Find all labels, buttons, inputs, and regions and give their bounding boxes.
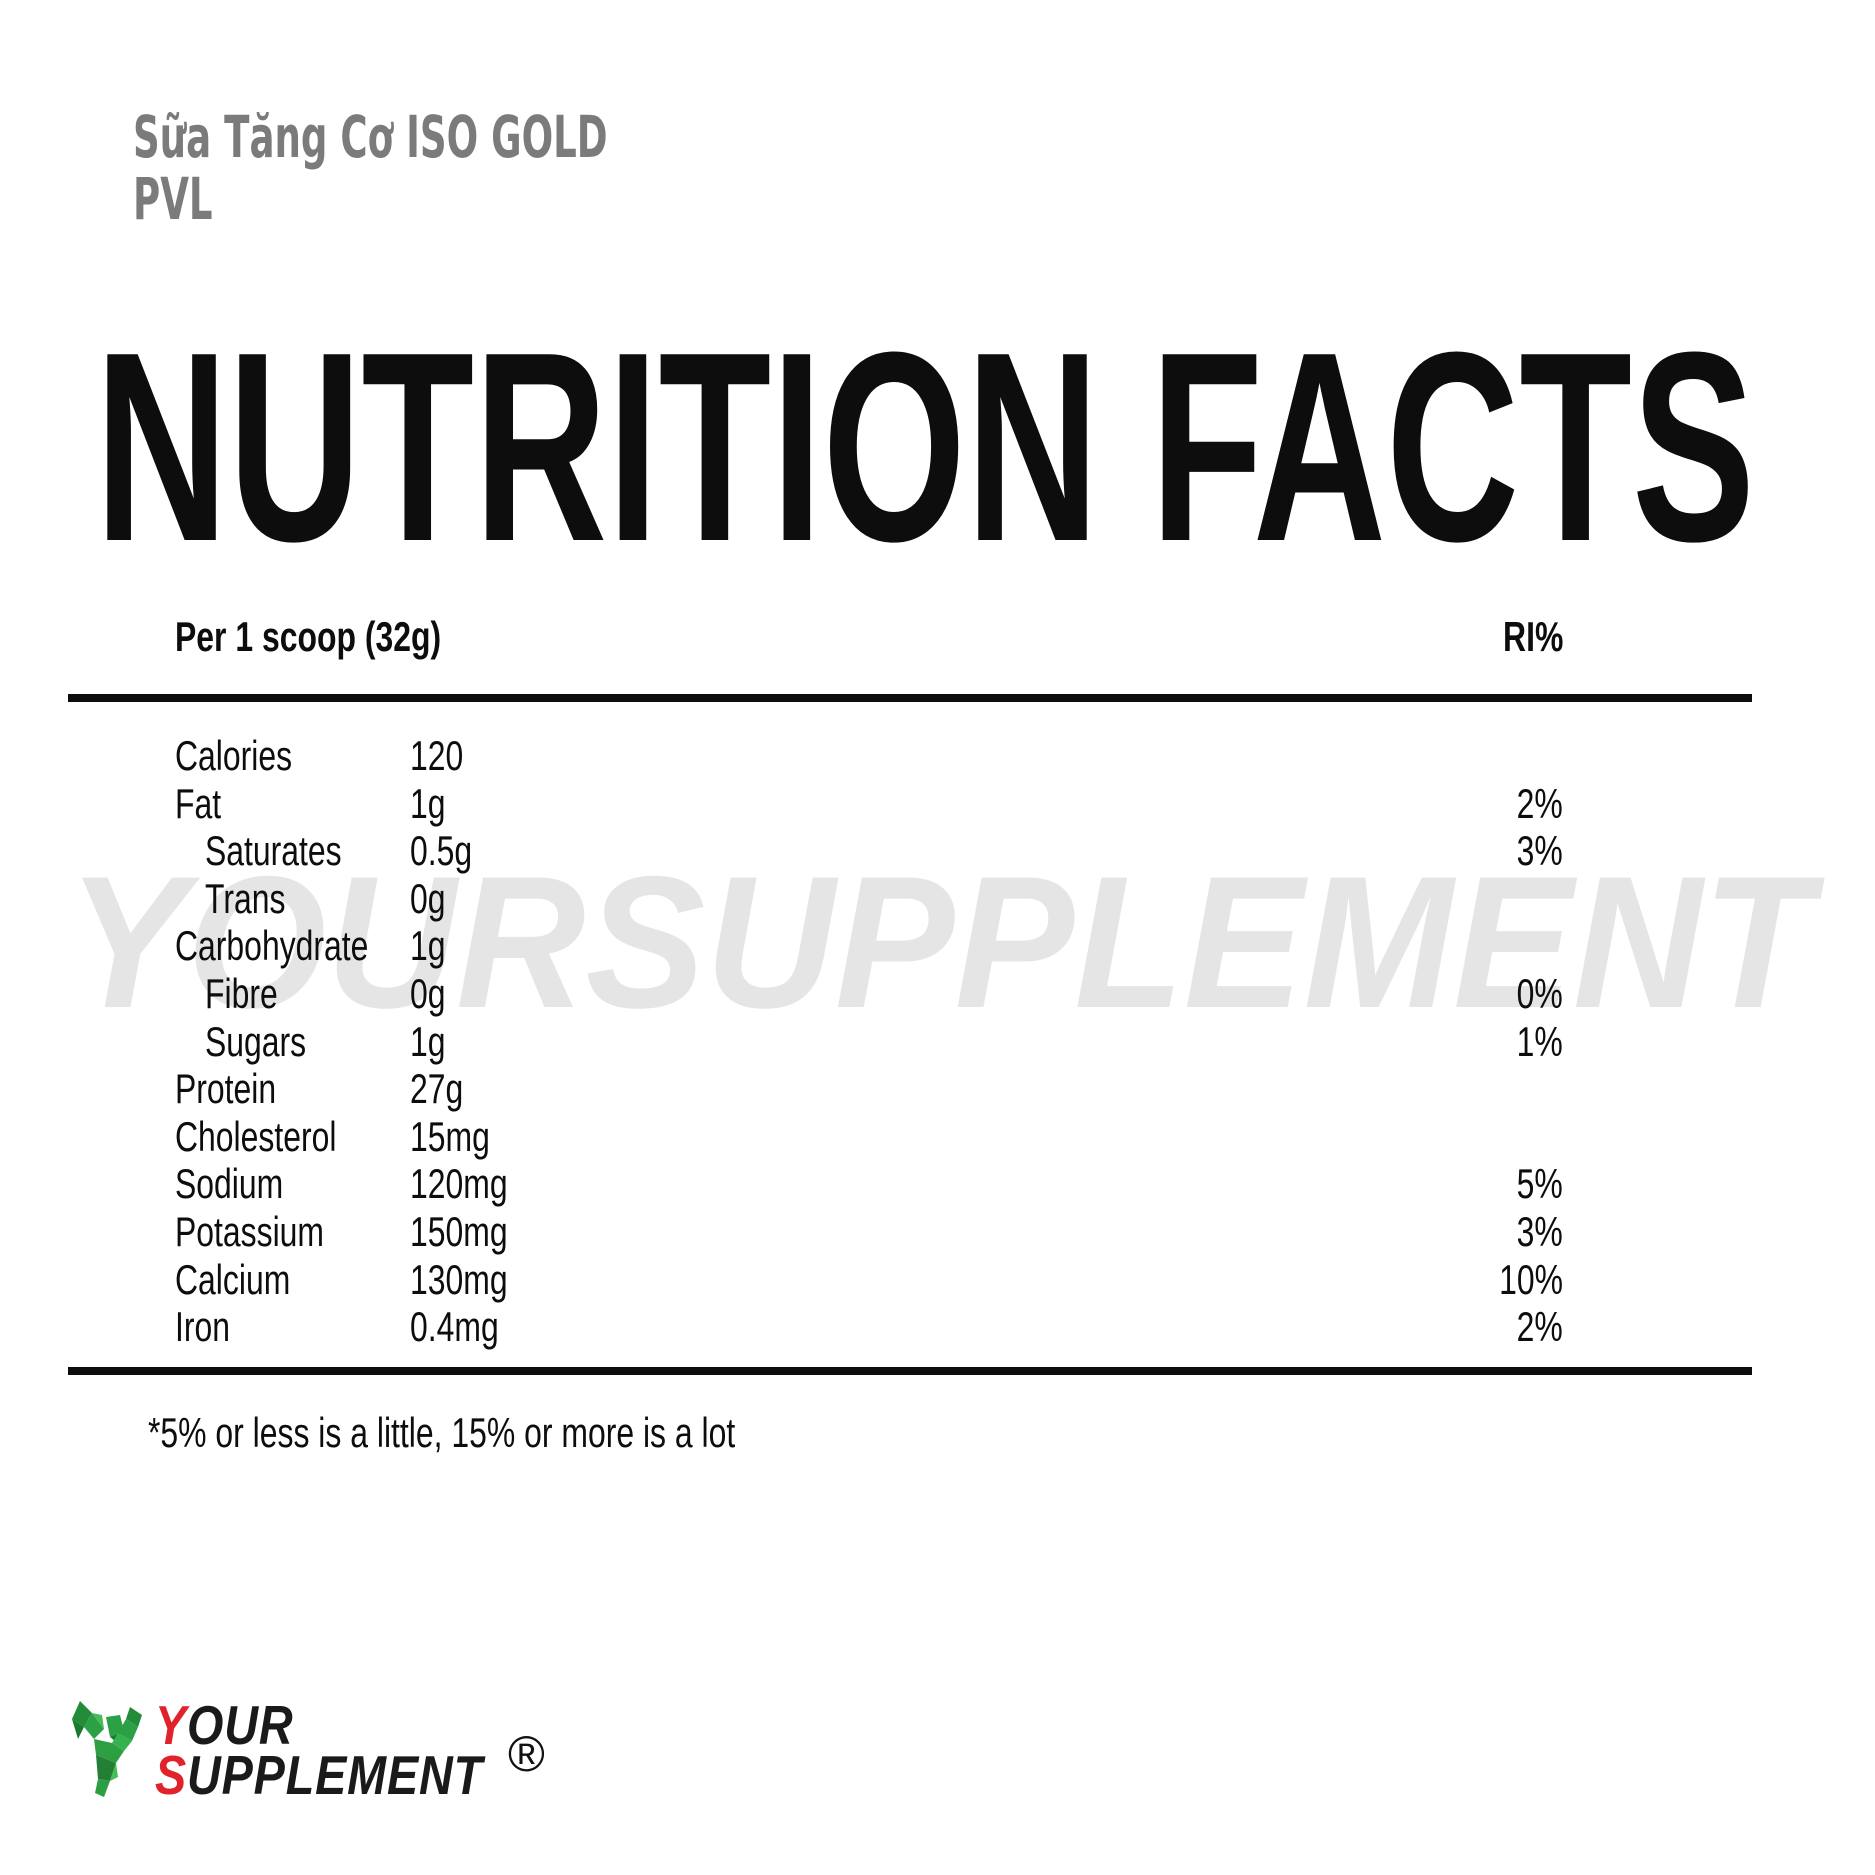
table-row: Carbohydrate 1g — [0, 922, 1875, 970]
divider-top — [68, 694, 1752, 702]
row-label: Sodium — [175, 1160, 284, 1208]
brand-logo: YOUR SUPPLEMENT ® — [58, 1693, 578, 1818]
row-label: Cholesterol — [175, 1112, 337, 1160]
product-title-line2: PVL — [133, 165, 213, 233]
brand-name-supplement: SUPPLEMENT — [155, 1744, 483, 1806]
row-value: 120mg — [410, 1160, 508, 1208]
brand-initial-y: Y — [155, 1694, 188, 1756]
table-row: Sodium 120mg 5% — [0, 1160, 1875, 1208]
table-header-row: Per 1 scoop (32g) RI% — [0, 613, 1875, 661]
product-title: Sữa Tăng Cơ ISO GOLD PVL — [133, 106, 875, 230]
row-value: 120 — [410, 732, 464, 779]
watermark: YOURSUPPLEMENT — [67, 840, 1826, 1040]
row-label: Fat — [175, 779, 222, 827]
bodybuilder-icon — [72, 1701, 142, 1797]
row-value: 0g — [410, 969, 446, 1017]
row-label: Calories — [175, 732, 293, 779]
serving-size-label: Per 1 scoop (32g) — [175, 613, 442, 660]
table-row: Fat 1g 2% — [0, 780, 1875, 828]
nutrition-facts-heading-text: NUTRITION FACTS — [95, 300, 1755, 560]
table-row: Protein 27g — [0, 1065, 1875, 1113]
row-value: 15mg — [410, 1112, 490, 1160]
brand-name-your: YOUR — [155, 1694, 294, 1756]
nutrition-table: Calories 120 Fat 1g 2% Saturates 0.5g 3%… — [0, 732, 1875, 1351]
table-row: Calories 120 — [0, 732, 1875, 780]
registered-trademark-icon: ® — [508, 1726, 545, 1782]
row-ri: 3% — [1516, 827, 1563, 875]
row-label: Calcium — [175, 1255, 291, 1303]
divider-bottom — [68, 1367, 1752, 1375]
table-row: Saturates 0.5g 3% — [0, 827, 1875, 875]
row-label: Carbohydrate — [175, 922, 369, 970]
row-label: Potassium — [175, 1207, 325, 1255]
row-ri: 3% — [1516, 1207, 1563, 1255]
row-label: Saturates — [205, 827, 342, 875]
row-value: 130mg — [410, 1255, 508, 1303]
row-value: 27g — [410, 1065, 464, 1113]
row-value: 1g — [410, 922, 446, 970]
row-value: 0g — [410, 874, 446, 922]
row-ri: 10% — [1499, 1255, 1563, 1303]
table-row: Potassium 150mg 3% — [0, 1208, 1875, 1256]
row-value: 0.5g — [410, 827, 473, 875]
row-label: Iron — [175, 1303, 231, 1351]
row-ri: 0% — [1516, 969, 1563, 1017]
row-value: 150mg — [410, 1207, 508, 1255]
row-value: 1g — [410, 779, 446, 827]
brand-initial-s: S — [155, 1744, 188, 1806]
watermark-text: YOURSUPPLEMENT — [67, 840, 1826, 1040]
row-label: Protein — [175, 1065, 277, 1113]
row-value: 1g — [410, 1017, 446, 1065]
footnote: *5% or less is a little, 15% or more is … — [148, 1409, 736, 1456]
table-row: Sugars 1g 1% — [0, 1018, 1875, 1066]
table-row: Cholesterol 15mg — [0, 1113, 1875, 1161]
brand-name: YOUR SUPPLEMENT — [155, 1694, 541, 1806]
nutrition-facts-heading: NUTRITION FACTS — [95, 300, 1755, 560]
product-title-line1: Sữa Tăng Cơ ISO GOLD — [133, 103, 608, 171]
row-ri: 2% — [1516, 779, 1563, 827]
table-row: Trans 0g — [0, 875, 1875, 923]
table-row: Fibre 0g 0% — [0, 970, 1875, 1018]
row-ri: 5% — [1516, 1160, 1563, 1208]
row-label: Fibre — [205, 969, 278, 1017]
row-label: Trans — [205, 874, 286, 922]
table-row: Iron 0.4mg 2% — [0, 1303, 1875, 1351]
row-value: 0.4mg — [410, 1303, 499, 1351]
ri-column-header: RI% — [1502, 613, 1563, 660]
row-ri: 1% — [1516, 1017, 1563, 1065]
row-ri: 2% — [1516, 1303, 1563, 1351]
row-label: Sugars — [205, 1017, 307, 1065]
table-row: Calcium 130mg 10% — [0, 1256, 1875, 1304]
